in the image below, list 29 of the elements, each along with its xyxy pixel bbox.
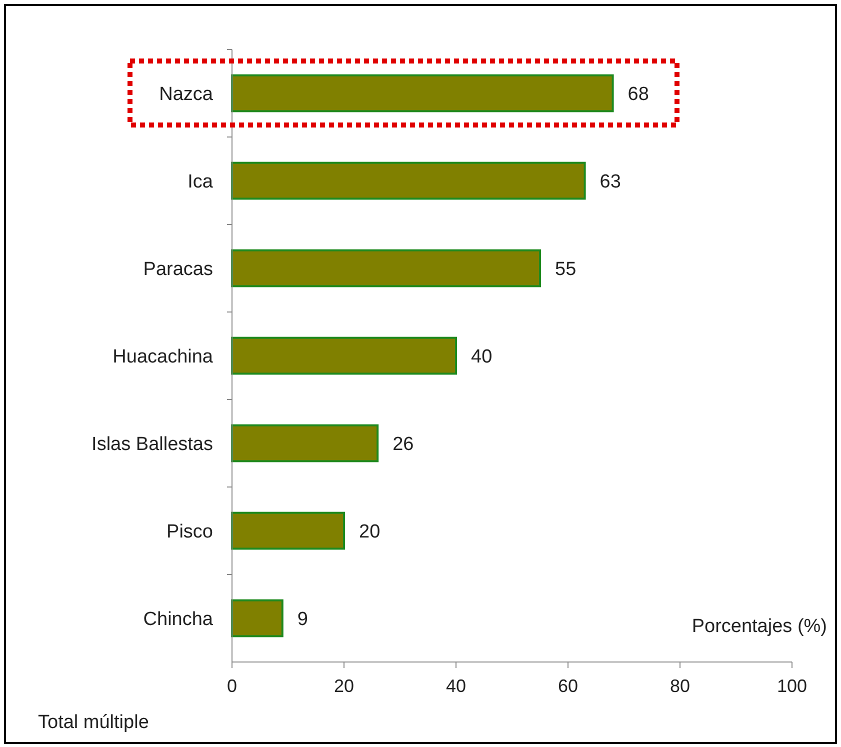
x-tick-label: 40: [446, 676, 466, 696]
bar: [231, 74, 614, 112]
y-tick-label: Chincha: [143, 608, 214, 630]
y-tick-label: Pisco: [166, 521, 213, 542]
y-tick-label: Nazca: [159, 84, 214, 105]
y-tick-label: Huacachina: [112, 346, 214, 368]
x-tick-label: 20: [334, 676, 354, 696]
data-label: 63: [600, 171, 621, 192]
data-label: 55: [555, 258, 576, 280]
x-tick-label: 60: [558, 676, 578, 696]
y-tick-label: Islas Ballestas: [92, 434, 213, 455]
x-axis-title: Porcentajes (%): [692, 616, 827, 637]
bar: [231, 336, 457, 375]
x-tick-label: 100: [776, 676, 808, 696]
bar: [231, 249, 541, 288]
text: Total múltiple: [38, 712, 149, 733]
bar: [231, 599, 284, 638]
data-label: 68: [628, 84, 649, 105]
data-label: 20: [359, 521, 380, 542]
data-label: 40: [471, 346, 492, 368]
data-label: 26: [392, 434, 414, 455]
bar: [231, 162, 586, 200]
bar: [231, 424, 379, 462]
data-label: 9: [297, 608, 308, 630]
y-tick-label: Ica: [188, 171, 214, 192]
bar: [231, 512, 345, 550]
y-tick-label: Paracas: [143, 258, 213, 280]
x-tick-label: 0: [226, 676, 238, 696]
x-tick-label: 80: [670, 676, 690, 696]
